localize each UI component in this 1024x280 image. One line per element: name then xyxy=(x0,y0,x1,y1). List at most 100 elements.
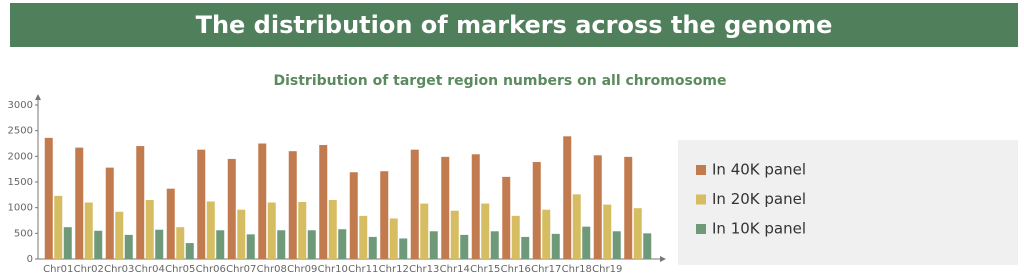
bar xyxy=(84,202,93,259)
bar xyxy=(481,203,490,259)
bar xyxy=(185,243,194,259)
bar xyxy=(319,145,328,259)
bar xyxy=(338,229,347,259)
bar xyxy=(298,202,307,259)
bar xyxy=(145,199,154,259)
x-tick-label: Chr14 xyxy=(440,264,470,275)
bar xyxy=(237,209,246,259)
legend-swatch xyxy=(696,194,706,205)
y-tick-label: 0 xyxy=(27,254,33,265)
bar xyxy=(551,233,560,259)
axis-arrow xyxy=(660,256,666,262)
bar xyxy=(288,151,297,259)
bar xyxy=(593,155,602,259)
bar xyxy=(368,236,377,259)
y-tick-label: 2000 xyxy=(8,151,33,162)
x-tick-label: Chr11 xyxy=(348,264,378,275)
bar xyxy=(502,176,511,259)
bar xyxy=(246,234,255,259)
x-tick-label: Chr10 xyxy=(318,264,348,275)
bar xyxy=(258,143,267,259)
bar xyxy=(166,188,175,259)
bar xyxy=(176,227,185,259)
bar xyxy=(63,227,72,259)
bar xyxy=(643,233,652,259)
bar xyxy=(105,167,114,259)
bar xyxy=(94,230,103,259)
bar xyxy=(54,195,63,259)
chart-title: Distribution of target region numbers on… xyxy=(273,73,726,89)
banner xyxy=(10,3,1018,47)
x-tick-label: Chr01 xyxy=(43,264,73,275)
legend-label: In 10K panel xyxy=(712,220,806,238)
bar xyxy=(624,156,633,259)
bar xyxy=(563,136,572,259)
x-tick-label: Chr02 xyxy=(74,264,104,275)
bar xyxy=(227,158,236,259)
bar xyxy=(75,147,84,259)
legend-swatch xyxy=(696,224,706,234)
y-tick-label: 500 xyxy=(14,228,33,239)
bar xyxy=(359,215,368,259)
bar xyxy=(136,146,145,259)
legend-box xyxy=(678,140,1018,265)
x-tick-label: Chr12 xyxy=(379,264,409,275)
x-tick-label: Chr16 xyxy=(501,264,531,275)
bar xyxy=(410,149,419,259)
bar xyxy=(328,199,337,259)
bar xyxy=(511,215,520,259)
bar xyxy=(521,236,530,259)
axis-arrow xyxy=(35,94,41,100)
bar xyxy=(612,231,621,259)
legend-label: In 40K panel xyxy=(712,161,806,179)
legend-swatch xyxy=(696,165,706,175)
x-tick-label: Chr06 xyxy=(196,264,226,275)
bar xyxy=(380,171,389,259)
bar xyxy=(450,210,459,259)
x-tick-label: Chr05 xyxy=(165,264,195,275)
bar xyxy=(115,211,124,259)
bar xyxy=(277,230,286,259)
banner-title: The distribution of markers across the g… xyxy=(196,11,833,39)
bar xyxy=(155,229,164,259)
bar xyxy=(197,149,206,259)
bar xyxy=(633,208,642,259)
x-tick-label: Chr17 xyxy=(531,264,561,275)
bar xyxy=(471,154,480,259)
bar xyxy=(532,161,541,259)
y-tick-label: 2500 xyxy=(8,126,33,137)
y-tick-label: 1500 xyxy=(8,177,33,188)
bar xyxy=(206,201,215,259)
bar xyxy=(429,231,438,259)
bar xyxy=(124,234,133,259)
bar xyxy=(460,234,469,259)
x-tick-label: Chr09 xyxy=(287,264,317,275)
bar xyxy=(307,230,316,259)
bar xyxy=(349,172,358,259)
legend-label: In 20K panel xyxy=(712,190,806,208)
bar xyxy=(490,231,499,259)
x-tick-label: Chr13 xyxy=(409,264,439,275)
x-tick-label: Chr08 xyxy=(257,264,287,275)
y-tick-label: 1000 xyxy=(8,203,33,214)
bar xyxy=(216,230,225,259)
x-tick-label: Chr07 xyxy=(226,264,256,275)
bar xyxy=(542,209,551,259)
bar xyxy=(582,226,591,259)
bar xyxy=(44,137,53,259)
bar xyxy=(420,203,429,259)
bar xyxy=(441,156,450,259)
x-tick-label: Chr03 xyxy=(104,264,134,275)
bar xyxy=(572,194,581,259)
bar xyxy=(267,202,276,259)
bar xyxy=(399,238,408,259)
bar xyxy=(389,218,398,259)
x-tick-label: Chr15 xyxy=(470,264,500,275)
x-tick-label: Chr19 xyxy=(592,264,622,275)
y-tick-label: 3000 xyxy=(8,100,33,111)
x-tick-label: Chr04 xyxy=(135,264,165,275)
x-tick-label: Chr18 xyxy=(562,264,592,275)
bar xyxy=(603,204,612,259)
